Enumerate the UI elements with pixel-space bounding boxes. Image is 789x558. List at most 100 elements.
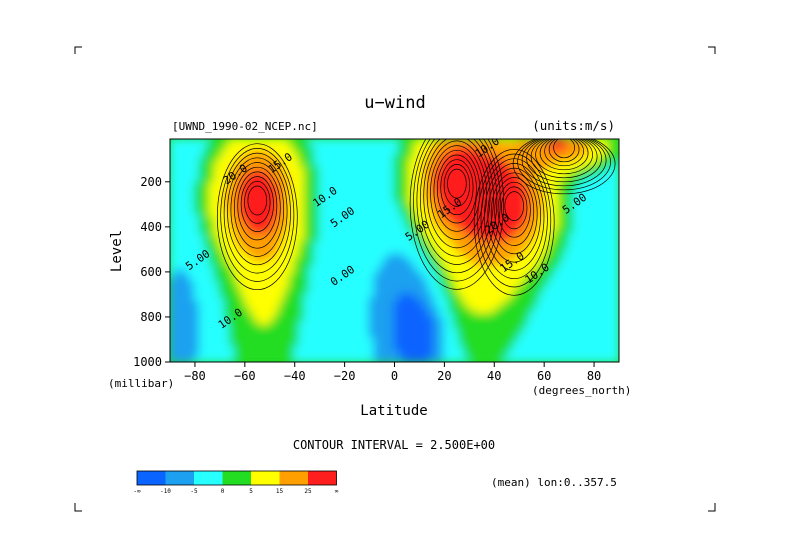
field-cell: [568, 209, 576, 216]
field-cell: [538, 213, 546, 220]
field-cell: [313, 146, 321, 152]
field-cell: [488, 142, 496, 148]
field-cell: [558, 197, 566, 204]
field-cell: [578, 313, 586, 320]
field-cell: [323, 217, 331, 224]
field-cell: [408, 217, 416, 224]
field-cell: [170, 225, 176, 232]
field-cell: [343, 197, 351, 204]
field-cell: [488, 265, 496, 272]
field-cell: [498, 285, 506, 292]
field-cell: [543, 281, 551, 288]
field-cell: [423, 269, 431, 276]
field-cell: [174, 245, 181, 252]
field-cell: [323, 181, 331, 188]
field-cell: [348, 201, 356, 208]
field-cell: [488, 157, 496, 164]
field-cell: [563, 197, 571, 204]
field-cell: [413, 146, 421, 152]
field-cell: [203, 177, 211, 184]
field-cell: [189, 221, 196, 228]
field-cell: [498, 165, 506, 172]
field-cell: [179, 217, 186, 224]
field-cell: [473, 149, 481, 156]
field-cell: [543, 181, 551, 188]
field-cell: [263, 169, 271, 176]
field-cell: [353, 269, 361, 276]
field-cell: [418, 225, 426, 232]
field-cell: [553, 237, 561, 244]
field-cell: [573, 149, 581, 156]
field-cell: [203, 237, 211, 244]
field-cell: [448, 301, 456, 308]
field-cell: [179, 193, 186, 200]
field-cell: [348, 233, 356, 240]
field-cell: [243, 321, 251, 328]
field-cell: [483, 357, 491, 362]
field-cell: [578, 289, 586, 296]
field-cell: [348, 301, 356, 308]
field-cell: [203, 146, 211, 152]
field-cell: [213, 142, 221, 148]
field-cell: [513, 237, 521, 244]
field-cell: [293, 261, 301, 268]
field-cell: [373, 345, 381, 352]
field-cell: [463, 261, 471, 268]
field-cell: [184, 142, 191, 148]
field-cell: [473, 261, 481, 268]
field-cell: [248, 142, 256, 148]
field-cell: [498, 353, 506, 359]
field-cell: [293, 169, 301, 176]
field-cell: [573, 329, 581, 336]
field-cell: [293, 345, 301, 352]
field-cell: [423, 321, 431, 328]
field-cell: [408, 213, 416, 220]
field-cell: [528, 261, 536, 268]
field-cell: [193, 205, 201, 212]
field-cell: [193, 245, 201, 252]
field-cell: [448, 285, 456, 292]
field-cell: [258, 142, 266, 148]
field-cell: [573, 317, 581, 324]
field-cell: [268, 233, 276, 240]
field-cell: [578, 265, 586, 272]
field-cell: [513, 293, 521, 300]
field-cell: [503, 329, 511, 336]
field-cell: [558, 337, 566, 344]
field-cell: [513, 146, 521, 152]
field-cell: [238, 313, 246, 320]
field-cell: [193, 181, 201, 188]
field-cell: [223, 309, 231, 316]
field-cell: [448, 325, 456, 332]
field-cell: [243, 253, 251, 260]
field-cell: [488, 189, 496, 196]
field-cell: [433, 165, 441, 172]
field-cell: [213, 193, 221, 200]
field-cell: [468, 329, 476, 336]
field-cell: [179, 221, 186, 228]
field-cell: [578, 181, 586, 188]
field-cell: [189, 146, 196, 152]
field-cell: [448, 165, 456, 172]
field-cell: [403, 293, 411, 300]
field-cell: [383, 189, 391, 196]
field-cell: [598, 161, 605, 168]
field-cell: [303, 313, 311, 320]
field-cell: [493, 341, 501, 348]
field-cell: [423, 317, 431, 324]
field-cell: [193, 225, 201, 232]
field-cell: [298, 233, 306, 240]
field-cell: [498, 273, 506, 280]
field-cell: [443, 321, 451, 328]
field-cell: [268, 305, 276, 312]
field-cell: [223, 177, 231, 184]
field-cell: [368, 297, 376, 304]
field-cell: [278, 313, 286, 320]
field-cell: [543, 357, 551, 362]
field-cell: [208, 277, 216, 284]
field-cell: [473, 153, 481, 160]
field-cell: [568, 293, 576, 300]
field-cell: [443, 285, 451, 292]
field-cell: [293, 353, 301, 359]
field-cell: [503, 165, 511, 172]
